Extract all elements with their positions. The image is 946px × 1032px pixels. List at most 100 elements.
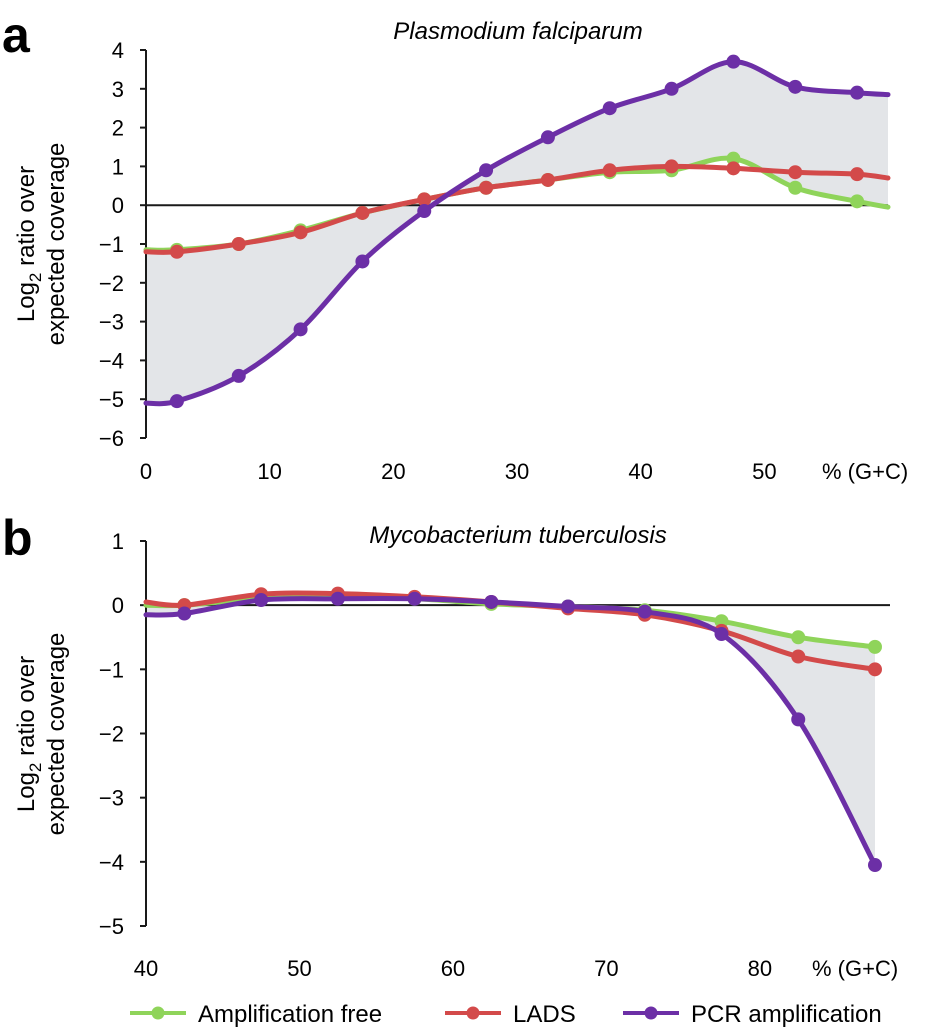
panel-a-x-tick-label: 40	[628, 459, 652, 484]
panel-a-y-axis-label-rest: ratio over	[13, 166, 40, 273]
panel-a-y-tick-label: 0	[112, 193, 124, 218]
panel-b-y-axis-label-log: Log	[13, 772, 40, 812]
panel-b-x-tick-label: 70	[594, 956, 618, 981]
legend-item-amplification-free: Amplification free	[130, 1001, 382, 1028]
legend-label-pcr-amplification: PCR amplification	[691, 1001, 882, 1028]
panel-a-y-tick-label: −4	[99, 348, 124, 373]
legend-marker-lads	[466, 1006, 480, 1020]
panel-a-point-pcr-amplification	[602, 101, 617, 116]
panel-a-point-lads	[355, 205, 370, 220]
panel-a-point-lads	[664, 159, 679, 174]
panel-a-title: Plasmodium falciparum	[393, 18, 642, 45]
panel-a-point-pcr-amplification	[355, 254, 370, 269]
panel-a-point-lads	[417, 192, 432, 207]
panel-b-x-tick-label: 60	[441, 956, 465, 981]
panel-a-y-tick-label: 3	[112, 77, 124, 102]
panel-a-y-tick-label: 2	[112, 116, 124, 141]
panel-a-x-unit-label: % (G+C)	[822, 459, 908, 484]
legend-item-pcr-amplification: PCR amplification	[623, 1001, 882, 1028]
panel-b-y-tick-label: −4	[99, 850, 124, 875]
panel-a-point-lads	[479, 180, 494, 195]
panel-a-point-lads	[231, 237, 246, 251]
legend-item-lads: LADS	[445, 1001, 576, 1028]
legend-marker-pcr-amplification	[644, 1006, 658, 1020]
panel-b-y-axis-label-subscript: 2	[26, 763, 45, 772]
panel-a-y-tick-label: −5	[99, 387, 124, 412]
panel-a-line-pcr-amplification	[143, 59, 891, 407]
panel-b-letter: b	[2, 510, 33, 566]
panel-b-x-unit-label: % (G+C)	[812, 956, 898, 981]
legend-label-lads: LADS	[513, 1001, 576, 1028]
panel-a-y-tick-label: −6	[99, 426, 124, 451]
panel-b-point-pcr-amplification	[791, 712, 806, 727]
panel-a-y-tick-label: −3	[99, 310, 124, 335]
panel-a-x-tick-label: 30	[505, 459, 529, 484]
panel-a-point-pcr-amplification	[850, 85, 865, 100]
panel-b-x-tick-label: 40	[134, 956, 158, 981]
panel-a-point-pcr-amplification	[293, 322, 308, 337]
panel-b-x-tick-label: 50	[287, 956, 311, 981]
panel-b-title: Mycobacterium tuberculosis	[369, 522, 666, 549]
panel-b-point-pcr-amplification	[254, 593, 269, 608]
panel-b-y-axis-label-line2: expected coverage	[43, 633, 70, 836]
panel-a-point-lads	[726, 161, 741, 176]
legend: Amplification free LADS PCR amplificatio…	[130, 1001, 882, 1028]
panel-a-y-tick-label: −2	[99, 271, 124, 296]
panel-a-y-axis-label-line2: expected coverage	[43, 143, 70, 346]
panel-b-point-amplification-free	[867, 639, 882, 654]
panel-a-shaded-region	[146, 61, 888, 404]
panel-a-letter: a	[2, 7, 31, 63]
panel-b-point-pcr-amplification	[867, 858, 882, 873]
panel-a-x-tick-label: 0	[140, 459, 152, 484]
panel-a-point-pcr-amplification	[664, 81, 679, 96]
panel-a-point-amplification-free	[788, 180, 803, 195]
panel-a-point-pcr-amplification	[479, 163, 494, 178]
panel-a-point-pcr-amplification	[231, 368, 246, 383]
panel-b-y-tick-label: −3	[99, 786, 124, 811]
panel-a-point-pcr-amplification	[540, 130, 555, 145]
panel-b-point-pcr-amplification	[561, 599, 576, 614]
panel-b-y-axis-label-rest: ratio over	[13, 656, 40, 763]
panel-b-plot: 1 0 −1 −2 −3 −4 −5 40 50 60 70 80	[99, 529, 890, 981]
panel-a-point-amplification-free	[726, 151, 741, 166]
panel-a-y-tick-label: 4	[112, 38, 124, 63]
panel-a-y-axis-label-log: Log	[13, 282, 40, 322]
panel-a-x-tick-label: 10	[257, 459, 281, 484]
panel-b-x-tick-label: 80	[748, 956, 772, 981]
panel-b-shaded-region	[146, 597, 875, 865]
panel-b: b Mycobacterium tuberculosis Log2 ratio …	[2, 510, 898, 981]
panel-b-point-pcr-amplification	[330, 591, 345, 606]
panel-b-y-axis-label: Log2 ratio over	[13, 656, 45, 812]
panel-b-y-tick-label: 1	[112, 529, 124, 554]
panel-b-y-tick-label: −5	[99, 914, 124, 939]
legend-label-amplification-free: Amplification free	[198, 1001, 382, 1028]
panel-a-point-amplification-free	[850, 194, 865, 209]
panel-a-x-tick-label: 20	[381, 459, 405, 484]
panel-a-point-lads	[169, 244, 184, 259]
panel-b-point-lads	[791, 649, 806, 664]
panel-a-point-lads	[293, 225, 308, 240]
panel-b-point-amplification-free	[714, 614, 729, 629]
panel-a-y-tick-label: 1	[112, 154, 124, 179]
panel-b-point-pcr-amplification	[714, 627, 729, 642]
panel-b-point-pcr-amplification	[407, 591, 422, 606]
legend-marker-amplification-free	[151, 1006, 165, 1020]
panel-a-point-lads	[850, 167, 865, 182]
panel-a-point-pcr-amplification	[726, 54, 741, 69]
panel-a-point-lads	[788, 165, 803, 180]
panel-a-point-lads	[540, 172, 555, 187]
panel-b-y-tick-label: −2	[99, 722, 124, 747]
panel-b-point-amplification-free	[791, 630, 806, 645]
panel-a-point-pcr-amplification	[788, 79, 803, 94]
panel-b-point-pcr-amplification	[484, 594, 499, 609]
panel-b-point-pcr-amplification	[177, 606, 192, 621]
panel-b-y-tick-label: −1	[99, 657, 124, 682]
panel-a-y-axis-label: Log2 ratio over	[13, 166, 45, 322]
panel-a-x-tick-label: 50	[752, 459, 776, 484]
panel-a-y-tick-label: −1	[99, 232, 124, 257]
panel-b-point-lads	[867, 662, 882, 677]
panel-a-point-pcr-amplification	[417, 204, 432, 219]
panel-a-y-axis-label-subscript: 2	[26, 273, 45, 282]
